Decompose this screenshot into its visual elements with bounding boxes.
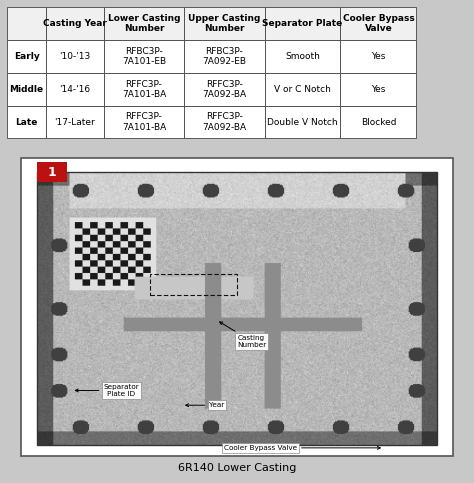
Text: 6R140 Lower Casting: 6R140 Lower Casting [178,463,296,472]
FancyBboxPatch shape [37,162,67,182]
Text: Blocked: Blocked [361,117,396,127]
Text: '10-'13: '10-'13 [59,52,91,61]
Text: Casting
Number: Casting Number [219,322,266,348]
FancyBboxPatch shape [7,40,46,73]
Text: '17-Later: '17-Later [55,117,95,127]
Text: Lower Casting
Number: Lower Casting Number [108,14,180,33]
Text: Middle: Middle [9,85,44,94]
FancyBboxPatch shape [184,106,264,139]
FancyBboxPatch shape [104,73,184,106]
Text: 1: 1 [48,166,56,179]
Text: RFBC3P-
7A092-EB: RFBC3P- 7A092-EB [202,47,246,66]
FancyBboxPatch shape [340,106,416,139]
FancyBboxPatch shape [104,106,184,139]
FancyBboxPatch shape [184,7,264,40]
FancyBboxPatch shape [7,106,46,139]
Text: '14-'16: '14-'16 [59,85,91,94]
Text: Cooler Bypass Valve: Cooler Bypass Valve [224,445,380,451]
Text: RFFC3P-
7A101-BA: RFFC3P- 7A101-BA [122,80,166,99]
Text: Double V Notch: Double V Notch [267,117,338,127]
FancyBboxPatch shape [184,73,264,106]
FancyBboxPatch shape [46,106,104,139]
Text: Smooth: Smooth [285,52,320,61]
FancyBboxPatch shape [46,73,104,106]
Text: Late: Late [16,117,38,127]
FancyBboxPatch shape [104,40,184,73]
FancyBboxPatch shape [21,157,453,456]
Text: Year: Year [186,402,225,408]
Text: V or C Notch: V or C Notch [274,85,331,94]
Text: Yes: Yes [371,52,385,61]
Text: Upper Casting
Number: Upper Casting Number [188,14,261,33]
FancyBboxPatch shape [7,73,46,106]
FancyBboxPatch shape [264,73,340,106]
FancyBboxPatch shape [7,7,46,40]
Text: Separator Plate: Separator Plate [263,19,343,28]
FancyBboxPatch shape [46,40,104,73]
FancyBboxPatch shape [340,7,416,40]
FancyBboxPatch shape [104,7,184,40]
Text: Yes: Yes [371,85,385,94]
FancyBboxPatch shape [264,106,340,139]
Text: RFBC3P-
7A101-EB: RFBC3P- 7A101-EB [122,47,166,66]
FancyBboxPatch shape [184,40,264,73]
Text: RFFC3P-
7A092-BA: RFFC3P- 7A092-BA [202,113,246,132]
FancyBboxPatch shape [340,40,416,73]
FancyBboxPatch shape [340,73,416,106]
Text: RFFC3P-
7A092-BA: RFFC3P- 7A092-BA [202,80,246,99]
FancyBboxPatch shape [264,7,340,40]
FancyBboxPatch shape [264,40,340,73]
Text: Cooler Bypass
Valve: Cooler Bypass Valve [343,14,414,33]
Text: RFFC3P-
7A101-BA: RFFC3P- 7A101-BA [122,113,166,132]
Text: Early: Early [14,52,39,61]
FancyBboxPatch shape [46,7,104,40]
Text: Casting Year: Casting Year [43,19,107,28]
Text: Separator
Plate ID: Separator Plate ID [75,384,139,397]
